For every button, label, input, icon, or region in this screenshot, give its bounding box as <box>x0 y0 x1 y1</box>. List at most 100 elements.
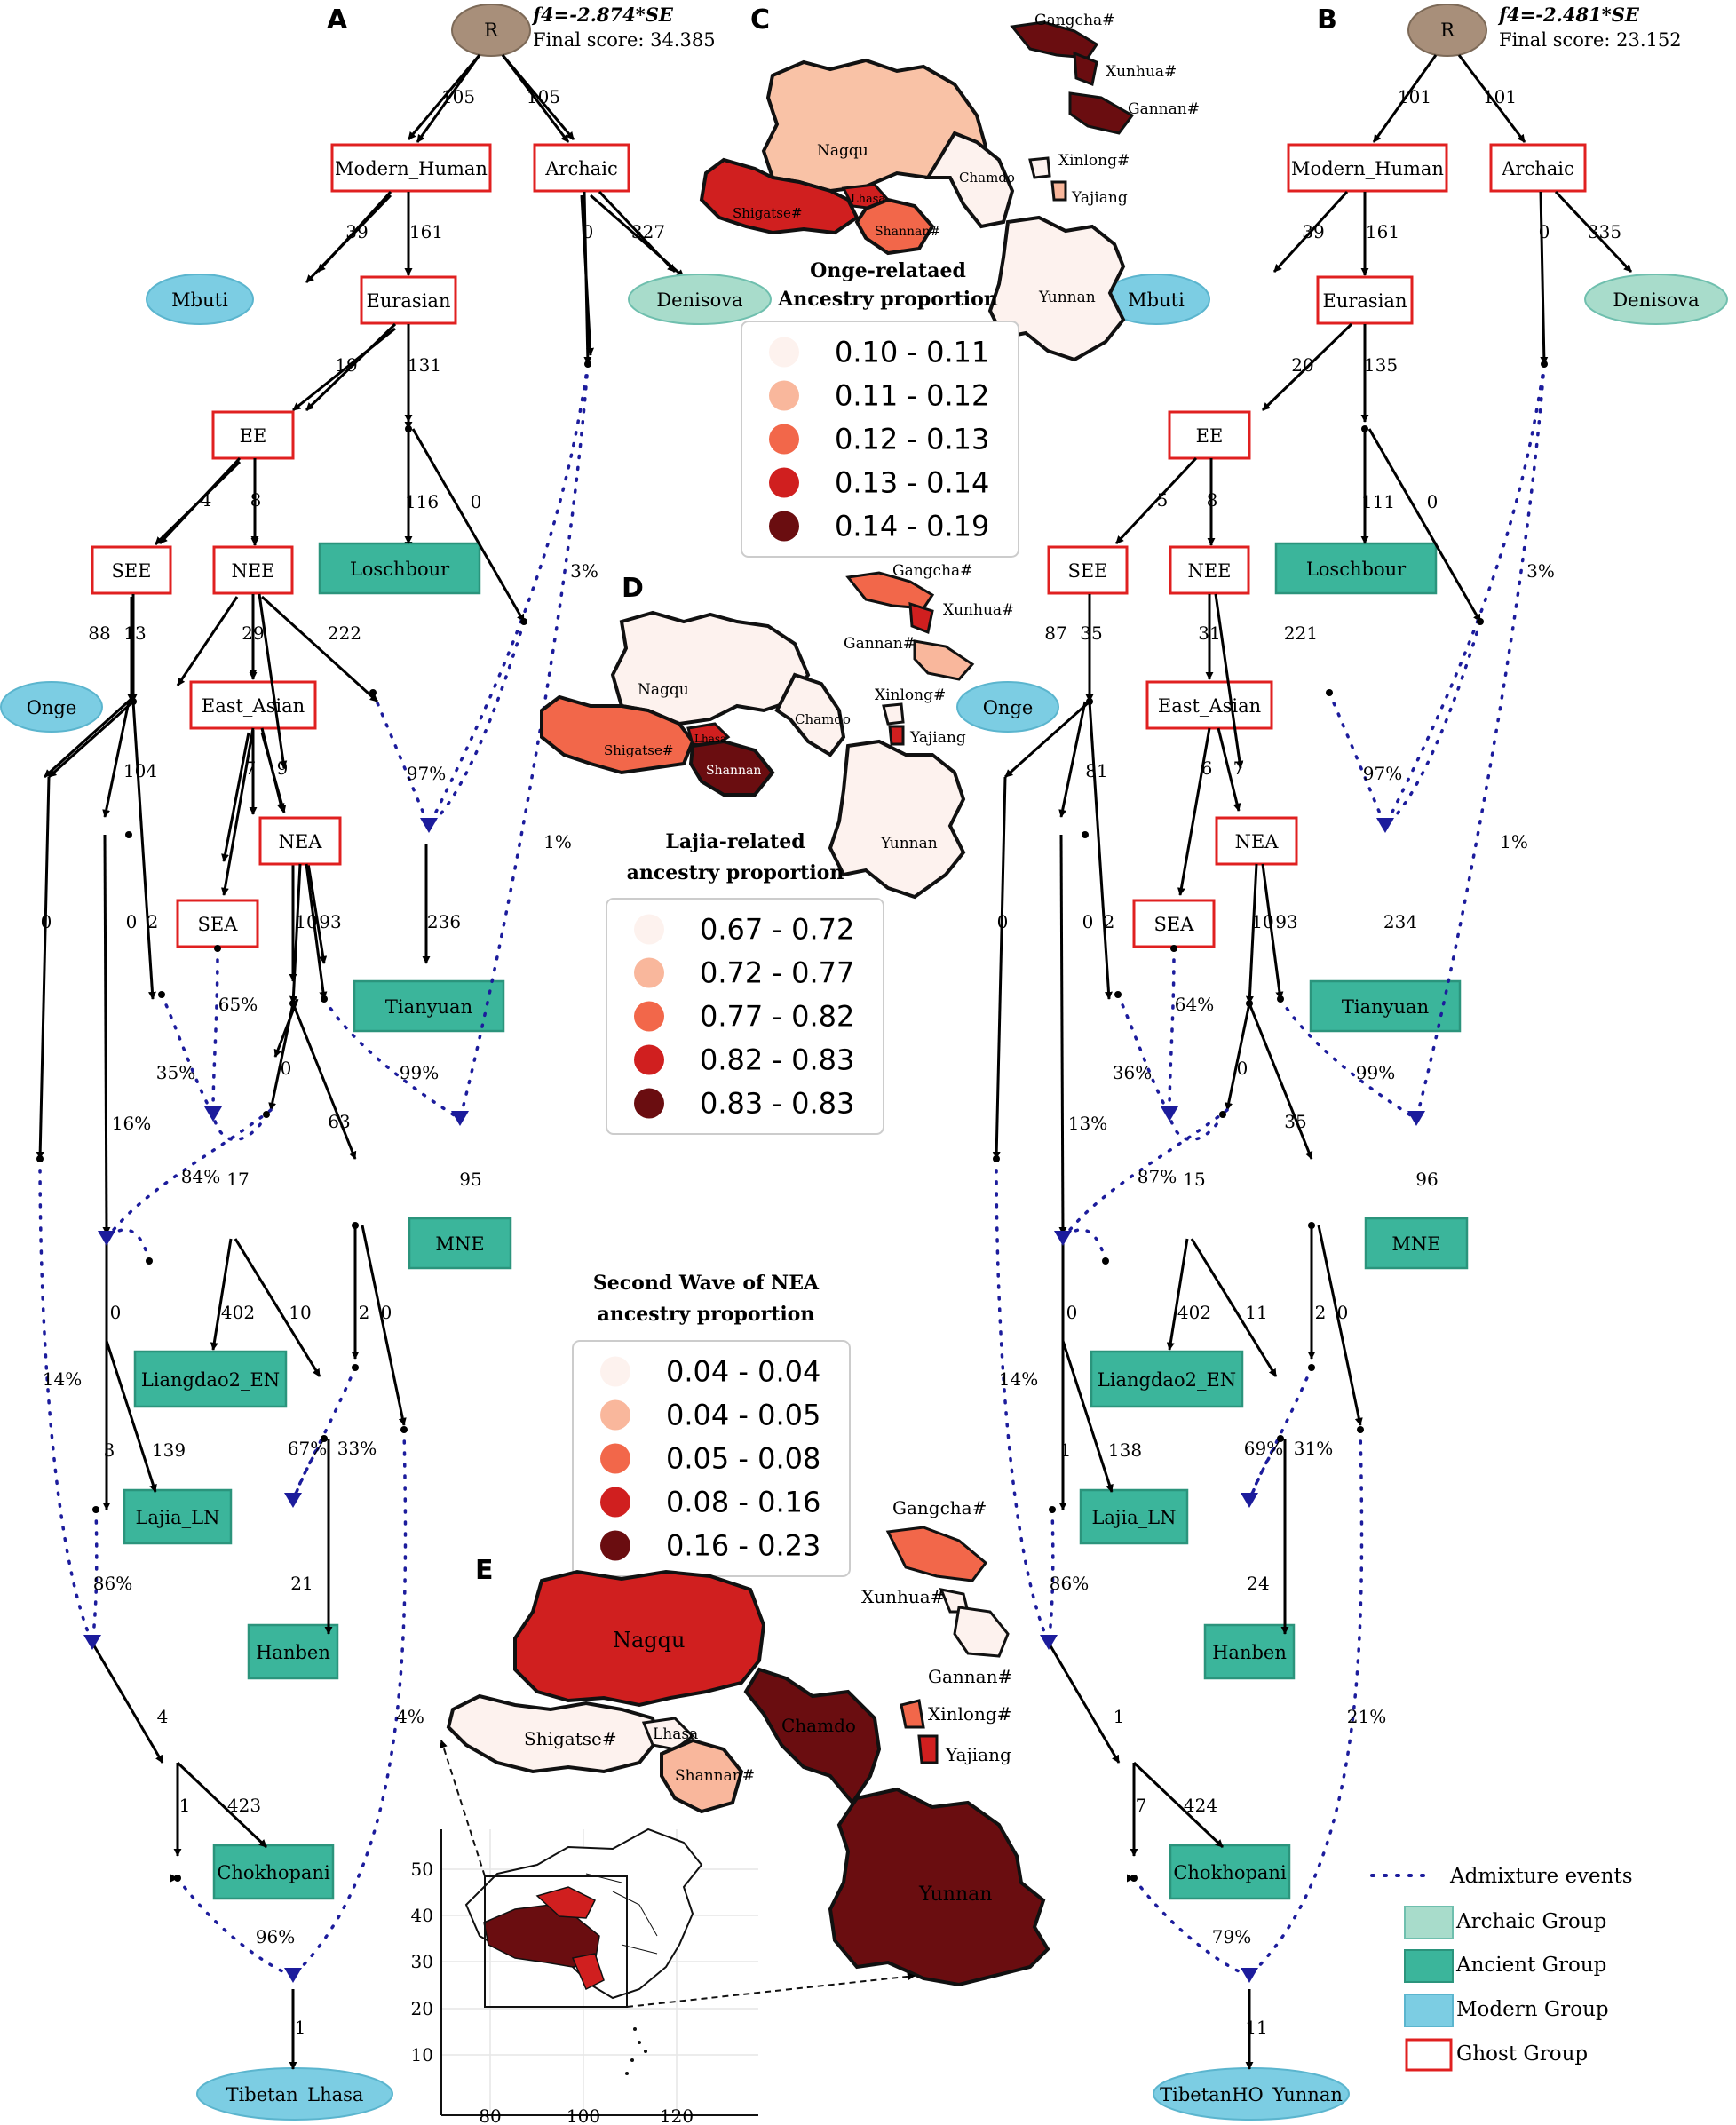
drift-edge <box>1058 834 1067 1235</box>
admix-pct-p1: 1% <box>1500 831 1528 852</box>
node-lajia: Lajia_LN <box>1079 1488 1189 1545</box>
node-label-loschbour: Loschbour <box>1306 559 1407 580</box>
inset-ytick-40: 40 <box>411 1905 433 1926</box>
map-c-gangcha <box>1010 20 1099 59</box>
drift-edges <box>992 54 1633 2070</box>
node-label-nee: NEE <box>1187 560 1231 582</box>
edge-weight-zero: 0 <box>381 1302 392 1323</box>
admixture-edge <box>291 1428 408 1978</box>
node-label-modern-human: Modern_Human <box>335 158 488 179</box>
legend-swatch <box>600 1443 630 1474</box>
map-e-label-shigatse: Shigatse# <box>524 1728 617 1749</box>
edge-weight-sea-mix: 15 <box>1183 1169 1205 1190</box>
legend-range: 0.04 - 0.05 <box>666 1399 820 1432</box>
drift-edge <box>1214 593 1244 769</box>
admixture-node <box>451 1111 469 1126</box>
map-c: C Nagqu Shigatse# Lhasa Shannan# Chamdo … <box>699 4 1200 558</box>
map-e-label-nagqu: Nagqu <box>613 1628 686 1653</box>
drift-edge <box>416 54 481 143</box>
node-modern-human: Modern_Human <box>330 143 492 193</box>
node-mne: MNE <box>408 1217 512 1270</box>
junction-dot <box>405 425 412 432</box>
map-d-nagqu <box>610 610 811 726</box>
edge-weight-ee-nee: 8 <box>250 489 262 511</box>
edge-weight-sea-mix: 17 <box>226 1169 249 1190</box>
admixture-edge <box>1383 362 1546 828</box>
admixture-edge <box>38 1157 94 1645</box>
admix-pct-p33: 31% <box>1294 1438 1333 1459</box>
legend-range: 0.12 - 0.13 <box>835 423 989 456</box>
legend-frame <box>741 321 1019 558</box>
map-e-gangcha <box>885 1526 988 1582</box>
node-mbuti: Mbuti <box>146 274 254 325</box>
admixture-node <box>420 818 438 833</box>
map-d-yajiang <box>888 725 905 746</box>
legend-swatch <box>769 424 799 455</box>
graph-b-content: Modern_Human Archaic Mbuti Eurasian Denisova… <box>956 54 1728 2121</box>
drift-edge <box>258 593 288 769</box>
node-lajia: Lajia_LN <box>123 1488 233 1545</box>
edge-weight-onge-left: 104 <box>123 760 157 781</box>
map-d-shigatse <box>540 694 695 775</box>
map-d-xunhua <box>908 601 934 635</box>
edge-weight-mh-eur: 161 <box>1366 221 1399 242</box>
junction-dot <box>321 1435 328 1442</box>
drift-edge <box>1245 863 1258 1004</box>
admixture-edges <box>995 362 1546 1978</box>
drift-edge <box>411 428 526 622</box>
admix-pct-p4: 21% <box>1347 1706 1386 1727</box>
root-node-b <box>1407 4 1487 57</box>
edge-weight-eur-ee: 20 <box>1291 354 1313 376</box>
map-c-chamdo <box>924 131 1015 229</box>
edge-weight-zero: 0 <box>1337 1302 1349 1323</box>
admix-pct-p33: 33% <box>337 1438 377 1459</box>
drift-edge <box>158 456 242 545</box>
junction-dot <box>584 361 591 368</box>
legend-swatch <box>769 380 799 411</box>
score-formula-b: f4=-2.481*SE <box>1497 4 1640 26</box>
map-e-nagqu <box>513 1569 766 1708</box>
admixture-edge <box>427 620 526 828</box>
node-loschbour: Loschbour <box>318 542 481 595</box>
legend-range: 0.11 - 0.12 <box>835 379 989 413</box>
legend-frame <box>606 898 884 1135</box>
junction-dot <box>174 1875 181 1882</box>
map-c-yajiang <box>1050 180 1067 202</box>
inset-ytick-20: 20 <box>411 1998 433 2019</box>
map-d-legend: 0.67 - 0.72 0.72 - 0.77 0.77 - 0.82 0.82 - … <box>606 898 884 1135</box>
node-denisova: Denisova <box>628 274 772 325</box>
node-tianyuan: Tianyuan <box>353 979 505 1033</box>
drift-edge <box>1088 701 1113 1000</box>
edge-weight-r-mh: 101 <box>1398 86 1431 107</box>
node-archaic: Archaic <box>1489 143 1587 193</box>
edge-weight-see-down: 35 <box>1080 622 1102 644</box>
admixture-edge <box>105 1108 273 1241</box>
edge-weight-los: 111 <box>1361 491 1395 512</box>
admixture-percents: 3% 97% 1% 65% 35% 99% 16% 84% 14% 67% 33% 86% 4% 96% <box>43 560 598 1947</box>
admix-pct-p67: 67% <box>288 1438 327 1459</box>
legend-range: 0.08 - 0.16 <box>666 1486 820 1519</box>
map-e-inset: 50 40 30 20 10 80 100 120 <box>411 1740 916 2125</box>
edge-weight-ee-nee: 8 <box>1207 489 1218 511</box>
admix-pct-p86: 86% <box>93 1573 132 1594</box>
legend-ancient-swatch <box>1404 1949 1454 1983</box>
edge-weight-see-down: 13 <box>123 622 146 644</box>
node-nee: NEE <box>1169 545 1250 595</box>
drift-edge <box>305 863 328 1000</box>
map-d-label-gannan: Gannan# <box>844 635 916 653</box>
node-label-denisova: Denisova <box>1613 289 1699 311</box>
legend-swatch <box>634 1044 664 1075</box>
drift-edge <box>1317 1225 1363 1426</box>
legend-range: 0.82 - 0.83 <box>700 1043 854 1077</box>
node-chokhopani: Chokhopani <box>212 1844 335 1900</box>
drift-edge <box>583 191 592 365</box>
junction-dot <box>321 995 328 1003</box>
map-d-gannan <box>913 639 975 681</box>
admixture-edge <box>1248 1366 1313 1503</box>
admixture-edge <box>1116 993 1171 1116</box>
node-label-east-asian: East_Asian <box>1158 695 1261 717</box>
node-label-liangdao: Liangdao2_EN <box>1098 1369 1236 1391</box>
map-d-gangcha <box>845 571 935 610</box>
node-label-nea: NEA <box>279 831 323 852</box>
map-c-label-nagqu: Nagqu <box>817 142 868 160</box>
